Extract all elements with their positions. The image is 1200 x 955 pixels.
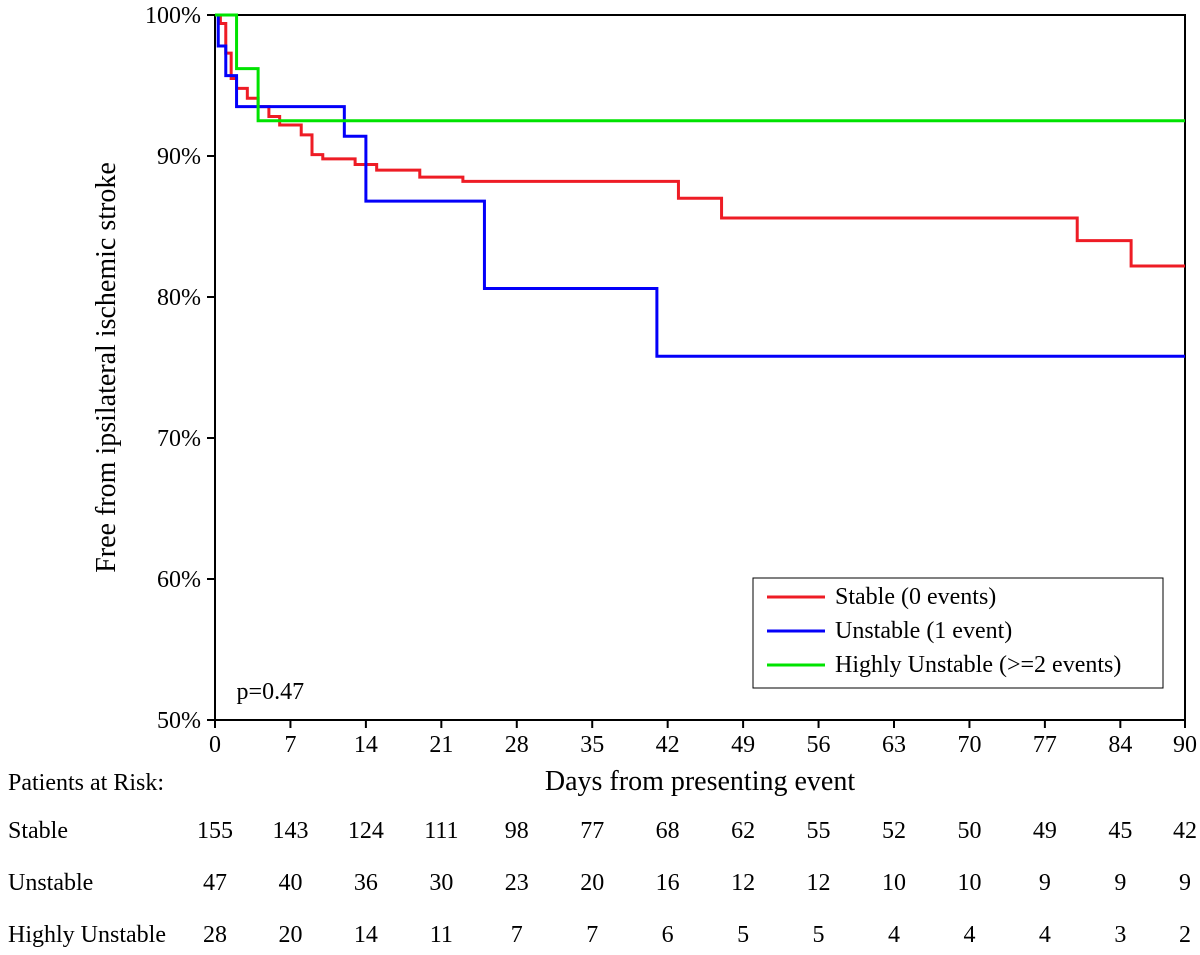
risk-value: 50: [957, 818, 981, 844]
x-tick-label: 7: [284, 732, 296, 758]
risk-value: 20: [580, 870, 604, 896]
risk-value: 36: [354, 870, 378, 896]
risk-value: 4: [963, 922, 975, 948]
risk-value: 2: [1179, 922, 1191, 948]
risk-row-label: Highly Unstable: [8, 922, 166, 948]
legend-label: Unstable (1 event): [835, 618, 1012, 644]
y-axis-title: Free from ipsilateral ischemic stroke: [91, 162, 122, 573]
x-axis-title: Days from presenting event: [545, 766, 855, 797]
x-tick-label: 56: [807, 732, 831, 758]
risk-row-label: Stable: [8, 818, 68, 844]
risk-value: 52: [882, 818, 906, 844]
risk-value: 49: [1033, 818, 1057, 844]
risk-value: 12: [807, 870, 831, 896]
risk-value: 10: [957, 870, 981, 896]
risk-value: 4: [1039, 922, 1051, 948]
risk-value: 11: [430, 922, 453, 948]
x-tick-label: 28: [505, 732, 529, 758]
risk-value: 7: [511, 922, 523, 948]
risk-value: 9: [1179, 870, 1191, 896]
risk-value: 20: [278, 922, 302, 948]
risk-value: 55: [807, 818, 831, 844]
risk-value: 3: [1114, 922, 1126, 948]
risk-value: 14: [354, 922, 378, 948]
risk-value: 98: [505, 818, 529, 844]
risk-row-label: Unstable: [8, 870, 93, 896]
risk-value: 42: [1173, 818, 1197, 844]
y-tick-label: 80%: [157, 285, 201, 311]
y-tick-label: 60%: [157, 567, 201, 593]
risk-value: 124: [348, 818, 384, 844]
y-tick-label: 100%: [145, 3, 201, 29]
risk-value: 62: [731, 818, 755, 844]
risk-value: 7: [586, 922, 598, 948]
risk-value: 155: [197, 818, 233, 844]
y-tick-label: 50%: [157, 708, 201, 734]
risk-value: 68: [656, 818, 680, 844]
risk-table-header: Patients at Risk:: [8, 770, 164, 796]
risk-value: 9: [1039, 870, 1051, 896]
x-tick-label: 49: [731, 732, 755, 758]
x-tick-label: 35: [580, 732, 604, 758]
risk-value: 23: [505, 870, 529, 896]
legend-label: Highly Unstable (>=2 events): [835, 652, 1121, 678]
x-tick-label: 14: [354, 732, 378, 758]
x-tick-label: 70: [957, 732, 981, 758]
risk-value: 143: [272, 818, 308, 844]
p-value: p=0.47: [237, 679, 305, 705]
risk-value: 10: [882, 870, 906, 896]
x-tick-label: 42: [656, 732, 680, 758]
x-tick-label: 0: [209, 732, 221, 758]
x-tick-label: 77: [1033, 732, 1057, 758]
x-tick-label: 84: [1108, 732, 1132, 758]
risk-value: 28: [203, 922, 227, 948]
risk-value: 40: [278, 870, 302, 896]
risk-value: 111: [424, 818, 458, 844]
x-tick-label: 21: [429, 732, 453, 758]
risk-value: 47: [203, 870, 227, 896]
x-tick-label: 63: [882, 732, 906, 758]
x-tick-label: 90: [1173, 732, 1197, 758]
risk-value: 5: [737, 922, 749, 948]
risk-value: 77: [580, 818, 604, 844]
risk-value: 12: [731, 870, 755, 896]
risk-value: 16: [656, 870, 680, 896]
risk-value: 9: [1114, 870, 1126, 896]
risk-value: 45: [1108, 818, 1132, 844]
risk-value: 30: [429, 870, 453, 896]
y-tick-label: 90%: [157, 144, 201, 170]
y-tick-label: 70%: [157, 426, 201, 452]
risk-value: 6: [662, 922, 674, 948]
risk-value: 4: [888, 922, 900, 948]
legend-label: Stable (0 events): [835, 584, 996, 610]
risk-value: 5: [813, 922, 825, 948]
